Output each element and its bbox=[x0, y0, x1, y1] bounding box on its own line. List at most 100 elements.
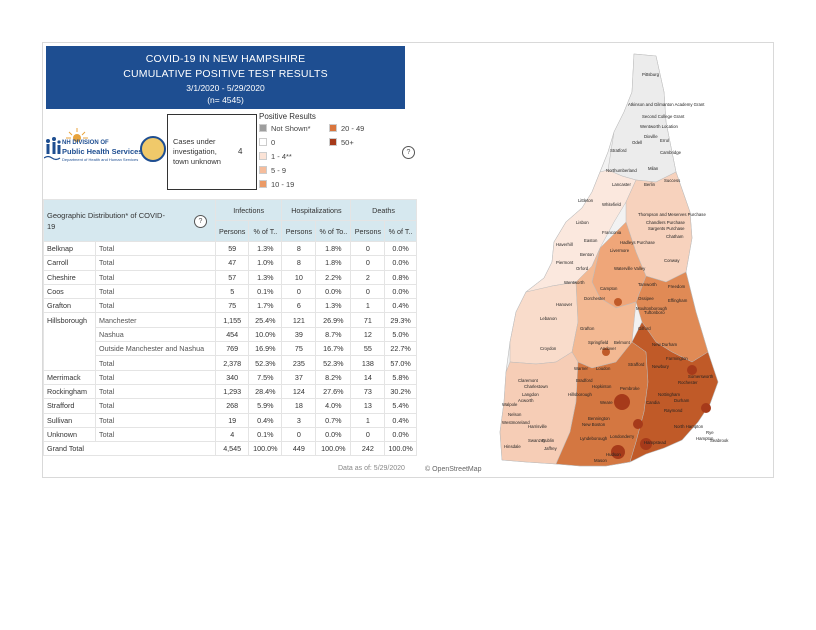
county-cell: Cheshire bbox=[43, 269, 96, 285]
map-town-label: Croydon bbox=[540, 346, 557, 351]
value-cell: 0 bbox=[350, 283, 386, 300]
map-hotspot-salem[interactable] bbox=[640, 438, 652, 450]
subheader-percent[interactable]: % of To.. bbox=[315, 220, 352, 242]
table-row[interactable]: Cheshire Total 57 1.3% 10 2.2% 2 0.8% bbox=[43, 269, 417, 285]
map-hotspot-nashua[interactable] bbox=[611, 445, 625, 459]
map-region-rockingham[interactable] bbox=[629, 321, 719, 463]
value-cell: 2 bbox=[350, 269, 386, 285]
value-cell: 8 bbox=[281, 255, 317, 271]
value-cell: 59 bbox=[214, 240, 250, 257]
value-cell: 57 bbox=[214, 269, 250, 285]
value-cell: 340 bbox=[214, 369, 250, 385]
legend-help-icon[interactable]: ? bbox=[402, 146, 415, 159]
value-cell: 0.1% bbox=[248, 283, 283, 300]
cases-unknown-label: Cases under investigation, town unknown bbox=[173, 137, 221, 166]
value-cell: 0.0% bbox=[384, 240, 417, 257]
map-town-label: Bennington bbox=[588, 416, 610, 421]
map-town-label: Rochester bbox=[678, 380, 698, 385]
value-cell: 18 bbox=[281, 398, 317, 414]
table-row[interactable]: Coos Total 5 0.1% 0 0.0% 0 0.0% bbox=[43, 283, 417, 300]
map-hotspot-laconia[interactable] bbox=[614, 298, 622, 306]
map-town-label: Nottingham bbox=[658, 392, 680, 397]
subheader-percent[interactable]: % of T.. bbox=[384, 220, 417, 242]
map-town-label: Langdon bbox=[522, 392, 539, 397]
table-row[interactable]: Sullivan Total 19 0.4% 3 0.7% 1 0.4% bbox=[43, 412, 417, 428]
nh-choropleth-map[interactable]: Pittsburg Atkinson and Gilmanton Academy … bbox=[496, 52, 732, 472]
value-cell: 27.6% bbox=[315, 383, 352, 400]
value-cell: 454 bbox=[214, 326, 250, 343]
value-cell: 8.7% bbox=[315, 326, 352, 343]
group-hospitalizations[interactable]: Hospitalizations bbox=[281, 199, 352, 221]
value-cell: 0.0% bbox=[384, 255, 417, 271]
nh-dphs-logo: NH DIVISION OF Public Health Services De… bbox=[44, 128, 166, 172]
legend-swatch bbox=[259, 152, 267, 160]
table-row[interactable]: Strafford Total 268 5.9% 18 4.0% 13 5.4% bbox=[43, 398, 417, 414]
value-cell: 5.8% bbox=[384, 369, 417, 385]
table-row[interactable]: Outside Manchester and Nashua 769 16.9% 75 1… bbox=[43, 341, 417, 357]
table-row[interactable]: Merrimack Total 340 7.5% 37 8.2% 14 5.8% bbox=[43, 369, 417, 385]
subheader-persons[interactable]: Persons bbox=[214, 220, 250, 242]
map-region-sullivan[interactable] bbox=[509, 281, 579, 365]
legend-item-5-9: 5 - 9 bbox=[259, 166, 286, 175]
value-cell: 0.4% bbox=[384, 298, 417, 314]
map-town-label: Candia bbox=[646, 400, 660, 405]
map-town-label: Hampstead bbox=[644, 440, 667, 445]
map-town-label: Farmington bbox=[666, 356, 688, 361]
map-hotspot-portsmouth[interactable] bbox=[701, 403, 711, 413]
map-town-label: Belmont bbox=[614, 340, 631, 345]
map-town-label: Mason bbox=[594, 458, 608, 463]
map-town-label: Franconia bbox=[602, 230, 622, 235]
table-row[interactable]: Unknown Total 4 0.1% 0 0.0% 0 0.0% bbox=[43, 426, 417, 443]
subheader-persons[interactable]: Persons bbox=[350, 220, 386, 242]
map-town-label: Livermore bbox=[610, 248, 630, 253]
legend-label: Not Shown* bbox=[271, 124, 311, 133]
value-cell: 1.7% bbox=[248, 298, 283, 314]
map-town-label: Hinsdale bbox=[504, 444, 521, 449]
value-cell: 5.4% bbox=[384, 398, 417, 414]
table-row[interactable]: Belknap Total 59 1.3% 8 1.8% 0 0.0% bbox=[43, 240, 417, 257]
table-row[interactable]: Hillsborough Manchester 1,155 25.4% 121 26.9%… bbox=[43, 312, 417, 328]
map-town-label: Lancaster bbox=[612, 182, 631, 187]
subheader-percent[interactable]: % of T.. bbox=[248, 220, 283, 242]
value-cell: 0.4% bbox=[248, 412, 283, 428]
osm-attribution[interactable]: © OpenStreetMap bbox=[425, 466, 482, 473]
table-row[interactable]: Total 2,378 52.3% 235 52.3% 138 57.0% bbox=[43, 355, 417, 371]
map-town-label: Littleton bbox=[578, 198, 594, 203]
table-help-icon[interactable]: ? bbox=[194, 215, 207, 228]
table-row[interactable]: Grafton Total 75 1.7% 6 1.3% 1 0.4% bbox=[43, 298, 417, 314]
map-hotspot-manchester[interactable] bbox=[614, 394, 630, 410]
group-infections[interactable]: Infections bbox=[214, 199, 283, 221]
value-cell: 19 bbox=[214, 412, 250, 428]
map-town-label: Warner bbox=[574, 366, 588, 371]
group-deaths[interactable]: Deaths bbox=[350, 199, 417, 221]
legend-swatch bbox=[259, 180, 267, 188]
legend-swatch bbox=[259, 138, 267, 146]
legend-swatch bbox=[259, 166, 267, 174]
subregion-cell: Total bbox=[95, 283, 216, 300]
distribution-table: Geographic Distribution* of COVID-19 ? I… bbox=[43, 199, 417, 457]
value-cell: 0.1% bbox=[248, 426, 283, 443]
legend-swatch bbox=[259, 124, 267, 132]
map-town-label: Stratford bbox=[610, 148, 627, 153]
map-town-label: Ossipee bbox=[638, 296, 654, 301]
value-cell: 8.2% bbox=[315, 369, 352, 385]
legend-label: 1 - 4** bbox=[271, 152, 292, 161]
value-cell: 4.0% bbox=[315, 398, 352, 414]
value-cell: 138 bbox=[350, 355, 386, 371]
map-town-label: Hopkinton bbox=[592, 384, 612, 389]
table-row[interactable]: Carroll Total 47 1.0% 8 1.8% 0 0.0% bbox=[43, 255, 417, 271]
subheader-persons[interactable]: Persons bbox=[281, 220, 317, 242]
map-town-label: Weare bbox=[600, 400, 613, 405]
map-hotspot-dover[interactable] bbox=[687, 365, 697, 375]
map-town-label: Northumberland bbox=[606, 168, 637, 173]
map-town-label: Errol bbox=[660, 138, 669, 143]
table-row[interactable]: Rockingham Total 1,293 28.4% 124 27.6% 73 30.2% bbox=[43, 383, 417, 400]
value-cell: 3 bbox=[281, 412, 317, 428]
map-town-label: Swanzey bbox=[528, 438, 546, 443]
map-hotspot-derry[interactable] bbox=[633, 419, 643, 429]
table-row[interactable]: Nashua 454 10.0% 39 8.7% 12 5.0% bbox=[43, 326, 417, 343]
value-cell: 0.8% bbox=[384, 269, 417, 285]
grand-total-row[interactable]: Grand Total 4,545 100.0% 449 100.0% 242 100.0% bbox=[43, 441, 417, 457]
map-hotspot-concord[interactable] bbox=[602, 348, 610, 356]
map-town-label: Loudon bbox=[596, 366, 611, 371]
